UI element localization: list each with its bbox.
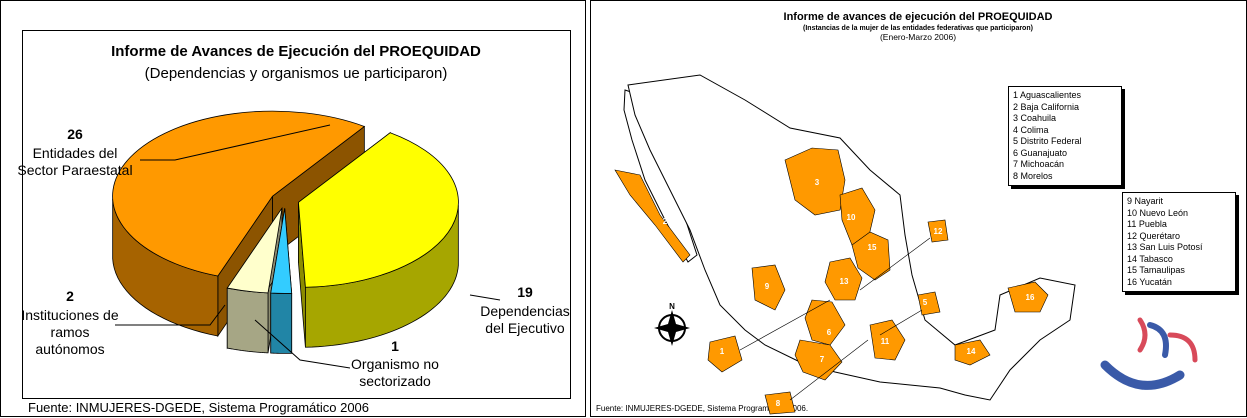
legend-box: 9 Nayarit 10 Nuevo León 11 Puebla 12 Querét… <box>1122 192 1236 292</box>
callout-lines <box>739 237 931 401</box>
legend-item: 4 Colima <box>1013 124 1049 135</box>
map-subtitle: (Instancias de la mujer de las entidades… <box>803 25 1033 32</box>
legend-item: 1 Aguascalientes <box>1013 90 1082 100</box>
states <box>614 147 1049 415</box>
legend-item: 13 San Luis Potosí <box>1127 242 1203 252</box>
state-number: 16 <box>1026 293 1035 302</box>
compass-label: N <box>669 302 675 311</box>
state-number: 12 <box>934 227 943 236</box>
pie <box>112 110 459 354</box>
slice-top <box>112 110 366 277</box>
legend-item: 3 Coahuila <box>1013 113 1057 123</box>
legend-box: 1 Aguascalientes 2 Baja California 3 Coahu… <box>1008 86 1122 186</box>
slice <box>270 208 293 354</box>
state-number: 9 <box>765 282 770 291</box>
state-number: 7 <box>820 355 825 364</box>
legend-item: 5 Distrito Federal <box>1013 136 1082 146</box>
chart-subtitle: (Dependencias y organismos ue participar… <box>145 65 448 82</box>
legend-item: 8 Morelos <box>1013 170 1053 181</box>
state-number: 6 <box>827 328 832 337</box>
map-period: (Enero-Marzo 2006) <box>880 32 956 42</box>
leader-lines <box>115 124 501 369</box>
state-number: 3 <box>815 178 820 187</box>
legend-item: 7 Michoacán <box>1013 159 1065 169</box>
slice-side <box>270 292 293 354</box>
legend-item: 16 Yucatán <box>1127 276 1172 287</box>
state-number: 5 <box>923 298 928 307</box>
state-number: 8 <box>776 399 781 408</box>
category-label: Organismo no sectorizado <box>351 356 439 389</box>
value-label: 19 <box>517 284 533 300</box>
state-number: 10 <box>847 213 856 222</box>
map-title: Informe de avances de ejecución del PROE… <box>784 11 1053 23</box>
category-label: Instituciones de ramos autónomos <box>21 307 119 357</box>
category-label: Entidades del Sector Paraestatal <box>17 145 133 178</box>
legend-item: 11 Puebla <box>1127 219 1167 229</box>
source: Fuente: INMUJERES-DGEDE, Sistema Program… <box>28 400 369 415</box>
map-source: Fuente: INMUJERES-DGEDE, Sistema Program… <box>596 404 808 413</box>
slice <box>298 131 459 348</box>
value-label: 1 <box>391 338 399 354</box>
state-number: 1 <box>720 347 725 356</box>
compass: N <box>654 302 690 346</box>
slice-top <box>270 208 293 294</box>
value-label: 26 <box>67 126 83 142</box>
legend-item: 14 Tabasco <box>1127 253 1173 264</box>
state-number: 2 <box>663 217 668 226</box>
slice-top <box>226 207 283 294</box>
state-number: 14 <box>967 347 976 356</box>
category-label: Dependencias del Ejecutivo <box>480 303 570 336</box>
slice-top <box>298 132 459 288</box>
legend-item: 2 Baja California <box>1013 101 1080 112</box>
state-number: 11 <box>881 337 890 346</box>
legend-item: 9 Nayarit <box>1127 196 1164 206</box>
legend-item: 6 Guanajuato <box>1013 147 1068 158</box>
state-number: 15 <box>868 243 877 252</box>
legend-item: 12 Querétaro <box>1127 230 1181 241</box>
chart-title: Informe de Avances de Ejecución del PROE… <box>111 43 481 60</box>
logo <box>1100 317 1198 390</box>
state-number: 13 <box>840 277 849 286</box>
slice-side <box>226 287 269 354</box>
legend-item: 15 Tamaulipas <box>1127 265 1185 275</box>
value-label: 2 <box>66 288 74 304</box>
legend-item: 10 Nuevo León <box>1127 207 1189 218</box>
